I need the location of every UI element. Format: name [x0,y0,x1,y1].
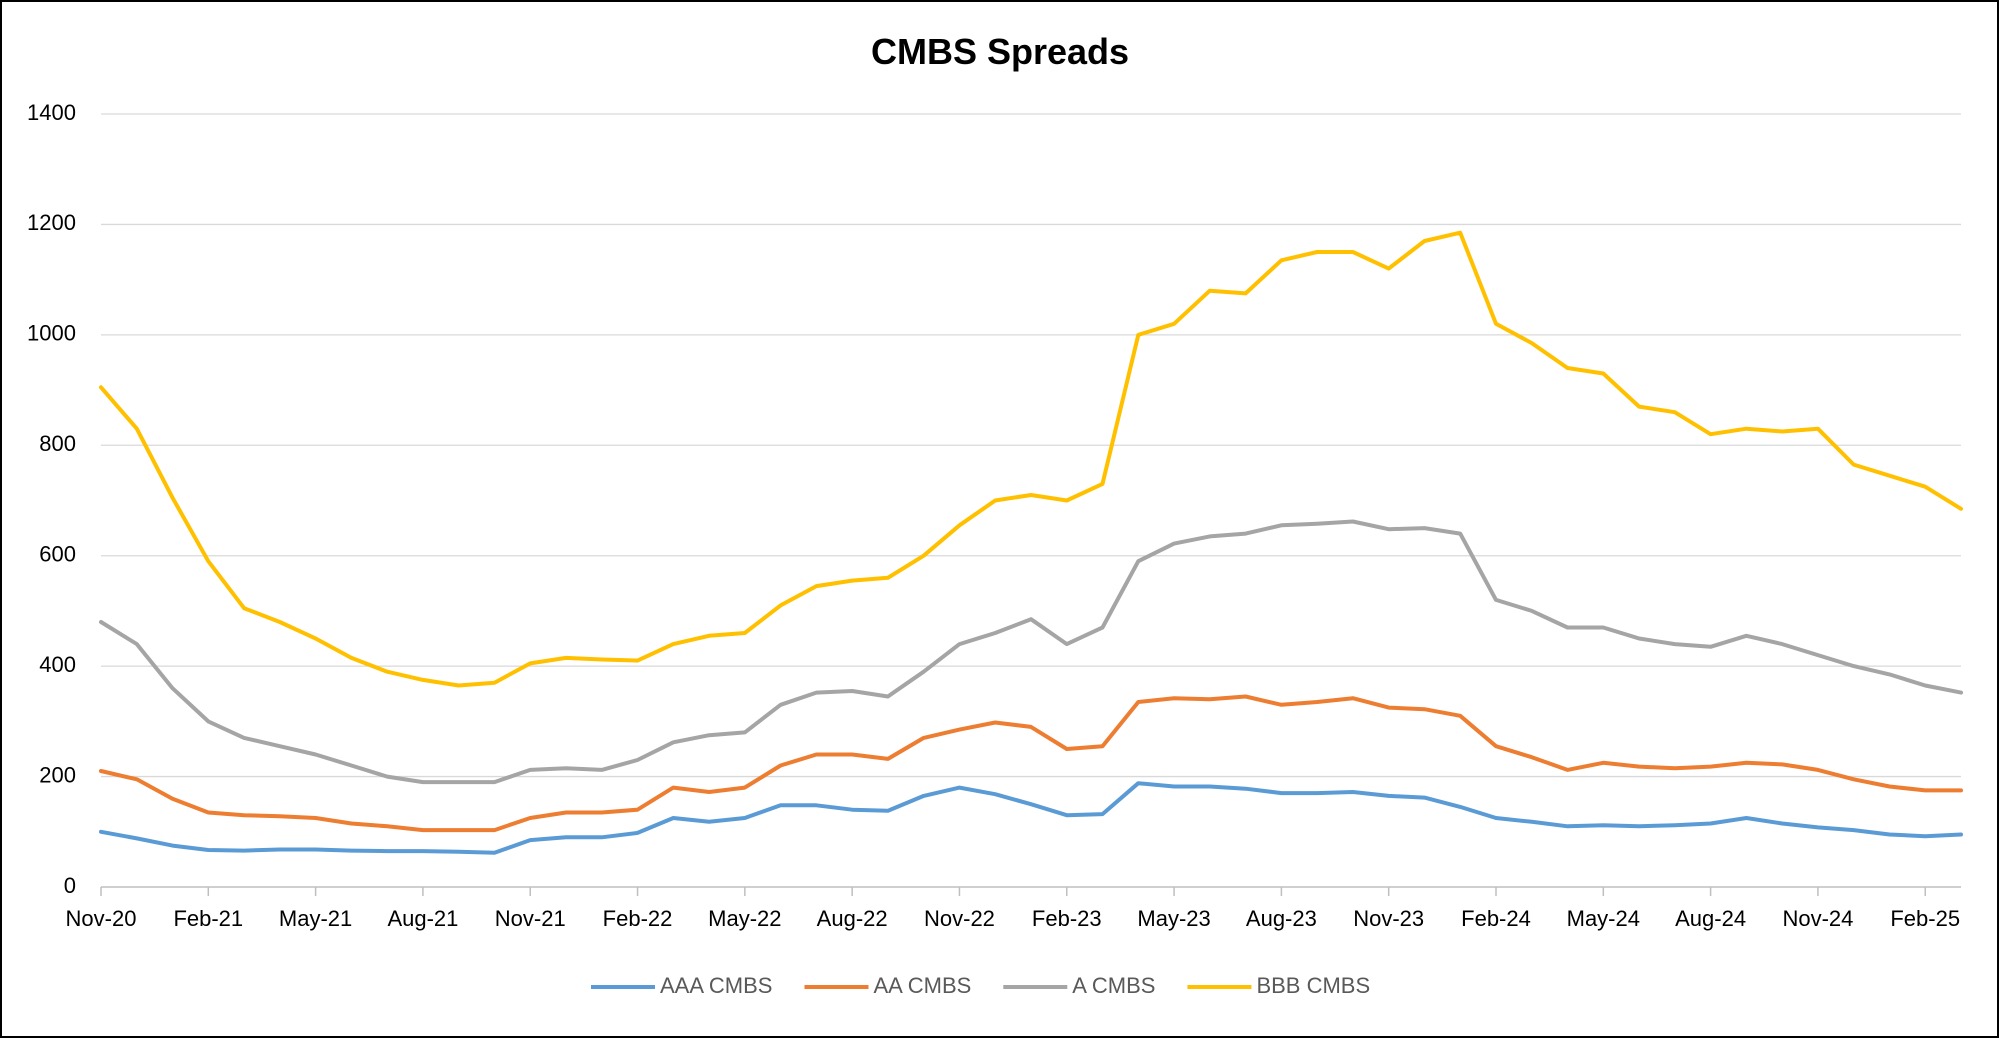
chart-title: CMBS Spreads [871,31,1129,72]
legend-label-a-cmbs: A CMBS [1072,973,1155,998]
y-axis: 0 200 400 600 800 1000 1200 1400 [27,100,76,898]
x-tick-label: May-23 [1137,906,1210,931]
y-tick-label: 1000 [27,321,76,346]
y-tick-label: 400 [39,652,76,677]
x-tick-label: Aug-21 [387,906,458,931]
x-tick-label: Nov-21 [495,906,566,931]
legend-label-bbb-cmbs: BBB CMBS [1256,973,1370,998]
x-tick-label: Feb-25 [1890,906,1960,931]
x-tick-label: Aug-22 [817,906,888,931]
legend: AAA CMBS AA CMBS A CMBS BBB CMBS [591,973,1370,998]
x-tick-label: May-22 [708,906,781,931]
x-tick-label: Feb-21 [173,906,243,931]
gridlines [101,113,1961,778]
y-tick-label: 1200 [27,210,76,235]
x-tick-label: Nov-22 [924,906,995,931]
series-line-bbb-cmbs [99,230,1963,688]
y-tick-label: 0 [64,873,76,898]
x-tick-label: Nov-23 [1353,906,1424,931]
series-line-a-cmbs [99,519,1963,785]
y-tick-label: 600 [39,542,76,567]
x-tick-label: Aug-24 [1675,906,1746,931]
x-axis: Nov-20 Feb-21 May-21 Aug-21 Nov-21 Feb-22 May-… [66,886,1961,931]
x-tick-label: Feb-23 [1032,906,1102,931]
legend-label-aaa-cmbs: AAA CMBS [660,973,772,998]
series-lines [99,230,1963,855]
y-tick-label: 800 [39,431,76,456]
y-tick-label: 200 [39,762,76,787]
y-tick-label: 1400 [27,100,76,125]
x-tick-label: Nov-24 [1782,906,1853,931]
x-tick-label: Feb-22 [603,906,673,931]
x-tick-label: May-21 [279,906,352,931]
x-tick-label: Nov-20 [66,906,137,931]
series-line-aaa-cmbs [99,781,1963,855]
x-tick-label: May-24 [1567,906,1640,931]
series-line-aa-cmbs [99,694,1963,833]
x-tick-label: Aug-23 [1246,906,1317,931]
legend-label-aa-cmbs: AA CMBS [873,973,971,998]
x-tick-label: Feb-24 [1461,906,1531,931]
